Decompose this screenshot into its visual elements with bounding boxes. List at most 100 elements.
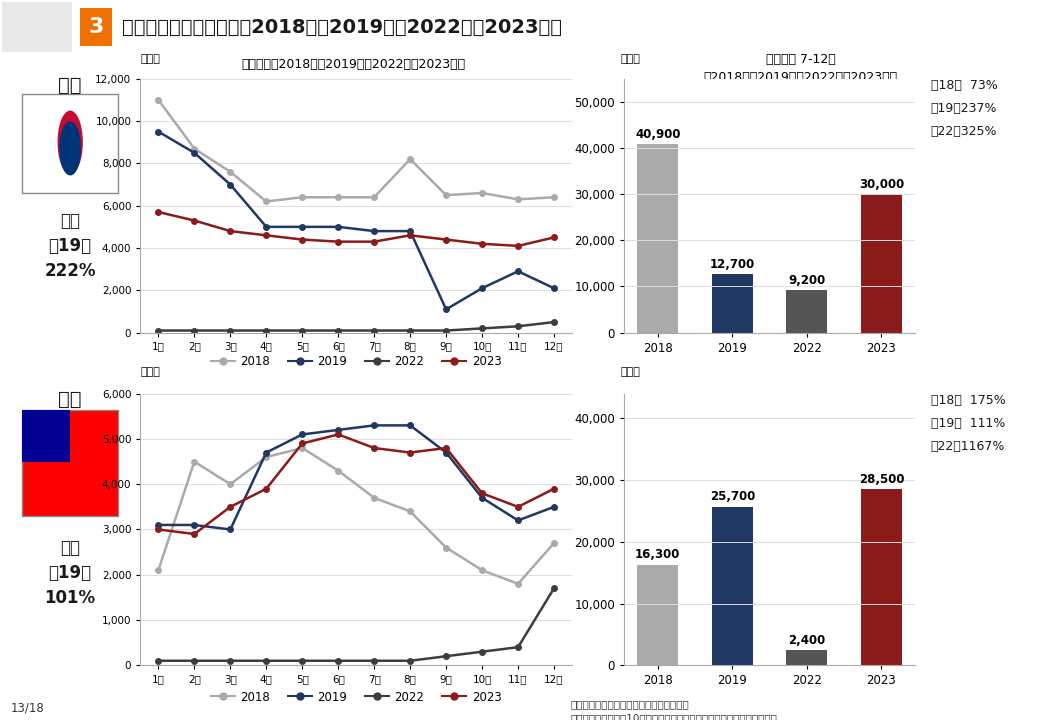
Bar bbox=[711, 274, 753, 333]
2019 bbox=[260, 449, 272, 457]
Legend: 2018, 2019, 2022, 2023: 2018, 2019, 2022, 2023 bbox=[206, 686, 506, 708]
2019 bbox=[188, 148, 201, 157]
2018 bbox=[476, 566, 489, 575]
Line: 2018: 2018 bbox=[156, 445, 556, 587]
2022 bbox=[296, 657, 309, 665]
2019 bbox=[368, 421, 381, 430]
2019 bbox=[224, 525, 236, 534]
2023 bbox=[152, 525, 164, 534]
Text: （2018年、2019年、2022年、2023年）: （2018年、2019年、2022年、2023年） bbox=[704, 71, 898, 84]
2023 bbox=[332, 430, 344, 438]
2022 bbox=[332, 657, 344, 665]
2018 bbox=[260, 453, 272, 462]
2023 bbox=[512, 242, 524, 251]
2018 bbox=[188, 457, 201, 466]
2018 bbox=[332, 467, 344, 475]
2019 bbox=[152, 521, 164, 529]
2018 bbox=[440, 191, 452, 199]
2022 bbox=[368, 657, 381, 665]
2019 bbox=[296, 430, 309, 438]
2018 bbox=[224, 480, 236, 489]
2019 bbox=[332, 426, 344, 434]
Text: （注）表示の数値は10人単位を四捨五入。増加率は元データにより算出: （注）表示の数値は10人単位を四捨五入。増加率は元データにより算出 bbox=[571, 713, 778, 720]
Text: 3: 3 bbox=[88, 17, 104, 37]
2019 bbox=[476, 493, 489, 502]
2018 bbox=[296, 444, 309, 452]
Line: 2023: 2023 bbox=[156, 210, 556, 248]
Bar bbox=[2, 2, 72, 52]
Text: 13/18: 13/18 bbox=[10, 702, 44, 715]
Line: 2019: 2019 bbox=[156, 129, 556, 312]
2023 bbox=[440, 444, 452, 452]
Text: 対18年  73%
対19年237%
対22年325%: 対18年 73% 対19年237% 対22年325% bbox=[931, 78, 997, 138]
2018 bbox=[440, 544, 452, 552]
Text: 28,500: 28,500 bbox=[859, 473, 904, 486]
2023 bbox=[332, 238, 344, 246]
2018 bbox=[404, 507, 416, 516]
Legend: 2018, 2019, 2022, 2023: 2018, 2019, 2022, 2023 bbox=[206, 350, 506, 372]
Text: （人）: （人） bbox=[140, 367, 160, 377]
2022 bbox=[332, 326, 344, 335]
2023 bbox=[152, 208, 164, 217]
Bar bbox=[711, 507, 753, 665]
2019 bbox=[404, 227, 416, 235]
2022 bbox=[404, 326, 416, 335]
2023 bbox=[260, 231, 272, 240]
Text: 25,700: 25,700 bbox=[709, 490, 755, 503]
2019 bbox=[512, 267, 524, 276]
Line: 2018: 2018 bbox=[156, 97, 556, 204]
2019 bbox=[548, 284, 561, 292]
2023 bbox=[368, 238, 381, 246]
2023 bbox=[296, 235, 309, 244]
2022 bbox=[512, 643, 524, 652]
Text: 2,400: 2,400 bbox=[788, 634, 826, 647]
2018 bbox=[368, 193, 381, 202]
2023 bbox=[224, 503, 236, 511]
Text: 12,700: 12,700 bbox=[709, 258, 755, 271]
2018 bbox=[404, 155, 416, 163]
Line: 2022: 2022 bbox=[156, 319, 556, 333]
2018 bbox=[476, 189, 489, 197]
Text: 韓国: 韓国 bbox=[58, 76, 82, 94]
Bar bbox=[80, 8, 112, 46]
2023 bbox=[224, 227, 236, 235]
Text: 台湾: 台湾 bbox=[58, 390, 82, 410]
2019 bbox=[332, 222, 344, 231]
2022 bbox=[404, 657, 416, 665]
2022 bbox=[152, 326, 164, 335]
Line: 2019: 2019 bbox=[156, 423, 556, 532]
2019 bbox=[440, 449, 452, 457]
Text: 16,300: 16,300 bbox=[635, 549, 680, 562]
2022 bbox=[512, 322, 524, 330]
2023 bbox=[476, 489, 489, 498]
2018 bbox=[332, 193, 344, 202]
2023 bbox=[296, 439, 309, 448]
2018 bbox=[512, 580, 524, 588]
2022 bbox=[548, 318, 561, 326]
Text: 資料：長崎市モバイル空間統計を基に作成: 資料：長崎市モバイル空間統計を基に作成 bbox=[571, 699, 690, 709]
2018 bbox=[224, 168, 236, 176]
2022 bbox=[296, 326, 309, 335]
Text: 市場
対19年
222%: 市場 対19年 222% bbox=[45, 212, 96, 280]
Text: 同期間比 7-12月: 同期間比 7-12月 bbox=[765, 53, 836, 66]
2022 bbox=[548, 584, 561, 593]
Circle shape bbox=[60, 122, 80, 175]
2019 bbox=[188, 521, 201, 529]
2022 bbox=[260, 657, 272, 665]
2018 bbox=[188, 144, 201, 153]
Text: （人）: （人） bbox=[621, 367, 641, 377]
2018 bbox=[152, 96, 164, 104]
Text: 市場
対19年
101%: 市場 対19年 101% bbox=[45, 539, 96, 606]
2019 bbox=[152, 127, 164, 136]
Bar bbox=[786, 290, 828, 333]
Text: 年間推移（2018年、2019年、2022年、2023年）: 年間推移（2018年、2019年、2022年、2023年） bbox=[241, 58, 466, 71]
Bar bbox=[638, 144, 678, 333]
Text: 30,000: 30,000 bbox=[859, 178, 904, 191]
2019 bbox=[548, 503, 561, 511]
Line: 2022: 2022 bbox=[156, 585, 556, 664]
2018 bbox=[296, 193, 309, 202]
2022 bbox=[224, 657, 236, 665]
2023 bbox=[476, 240, 489, 248]
2022 bbox=[440, 326, 452, 335]
2023 bbox=[440, 235, 452, 244]
